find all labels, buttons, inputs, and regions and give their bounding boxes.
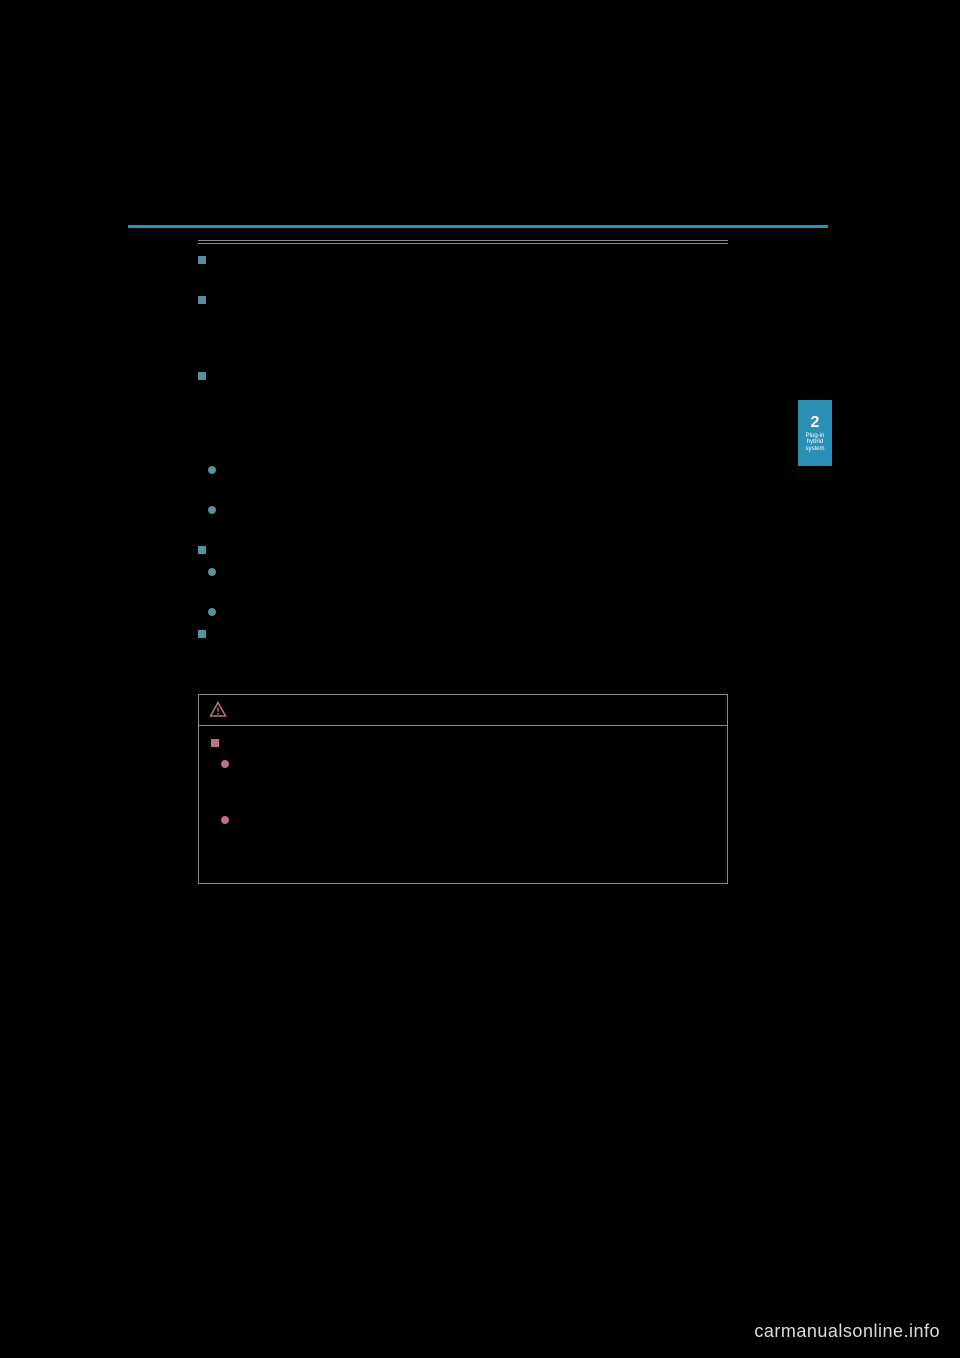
item-heading: Charging time may increase xyxy=(214,254,374,268)
chapter-tab-number: 2 xyxy=(811,414,820,432)
item-body: In order to maximize fuel efficiency, it… xyxy=(224,504,727,536)
square-bullet-icon xyxy=(198,372,206,380)
square-bullet-icon xyxy=(198,296,206,304)
item-heading: While the "READY" indicator is flashing xyxy=(214,294,441,308)
content-area: Charging time may increase →P. 133 While… xyxy=(198,240,728,884)
list-item: While the "READY" indicator is flashing … xyxy=(198,292,728,364)
item-body: While the "READY" indicator is flashing,… xyxy=(214,312,719,362)
circle-bullet-icon xyxy=(208,568,216,576)
item-body: Settings (e.g. on/off operation of the s… xyxy=(214,646,715,678)
item-body: During gasoline engine warm-up xyxy=(224,606,397,620)
item-body: →P. 133 xyxy=(214,272,259,286)
page-number: 87 xyxy=(128,175,828,191)
list-item: Starting the hybrid system in an extreme… xyxy=(198,368,728,458)
item-body: When the outside temperature is low, it … xyxy=(224,464,668,496)
watermark: carmanualsonline.info xyxy=(754,1321,940,1342)
item-body: The gasoline engine starts and stops aut… xyxy=(224,566,717,598)
square-bullet-icon xyxy=(211,739,219,747)
warning-item-body: Pay extra attention to the area around t… xyxy=(237,815,713,862)
circle-bullet-icon xyxy=(221,816,229,824)
list-item: When the outside temperature is low, it … xyxy=(198,462,728,498)
section-header: 2-1. Plug-in hybrid system xyxy=(128,199,828,228)
item-heading: Conditions in which the gasoline engine … xyxy=(214,544,521,558)
item-heading: Customization xyxy=(214,628,297,642)
circle-bullet-icon xyxy=(208,506,216,514)
item-body: When the hybrid battery (traction batter… xyxy=(214,388,723,456)
chapter-tab-label: Plug-in hybrid system xyxy=(798,433,832,453)
square-bullet-icon xyxy=(198,256,206,264)
warning-box: WARNING Caution while driving When drivi… xyxy=(198,694,728,884)
list-item: Charging time may increase →P. 133 xyxy=(198,252,728,288)
square-bullet-icon xyxy=(198,546,206,554)
warning-title: WARNING xyxy=(235,703,298,718)
circle-bullet-icon xyxy=(208,608,216,616)
item-heading: Starting the hybrid system in an extreme… xyxy=(214,370,559,384)
list-item: Conditions in which the gasoline engine … xyxy=(198,542,728,560)
double-rule xyxy=(198,240,728,244)
warning-body: Caution while driving When driving in HV… xyxy=(199,726,727,883)
square-bullet-icon xyxy=(198,630,206,638)
warning-header: WARNING xyxy=(199,695,727,726)
warning-list-item: When driving in HV mode or during charge… xyxy=(211,757,715,809)
warning-list-item: Pay extra attention to the area around t… xyxy=(211,813,715,865)
warning-list-item: Caution while driving xyxy=(211,736,715,753)
circle-bullet-icon xyxy=(208,466,216,474)
warning-triangle-icon xyxy=(209,701,227,719)
warning-item-body: When driving in HV mode or during charge… xyxy=(237,759,708,806)
list-item: Customization Settings (e.g. on/off oper… xyxy=(198,626,728,680)
warning-item-heading: Caution while driving xyxy=(227,738,343,750)
chapter-tab: 2 Plug-in hybrid system xyxy=(798,400,832,466)
list-item: The gasoline engine starts and stops aut… xyxy=(198,564,728,600)
list-item: In order to maximize fuel efficiency, it… xyxy=(198,502,728,538)
circle-bullet-icon xyxy=(221,760,229,768)
list-item: During gasoline engine warm-up xyxy=(198,604,728,622)
